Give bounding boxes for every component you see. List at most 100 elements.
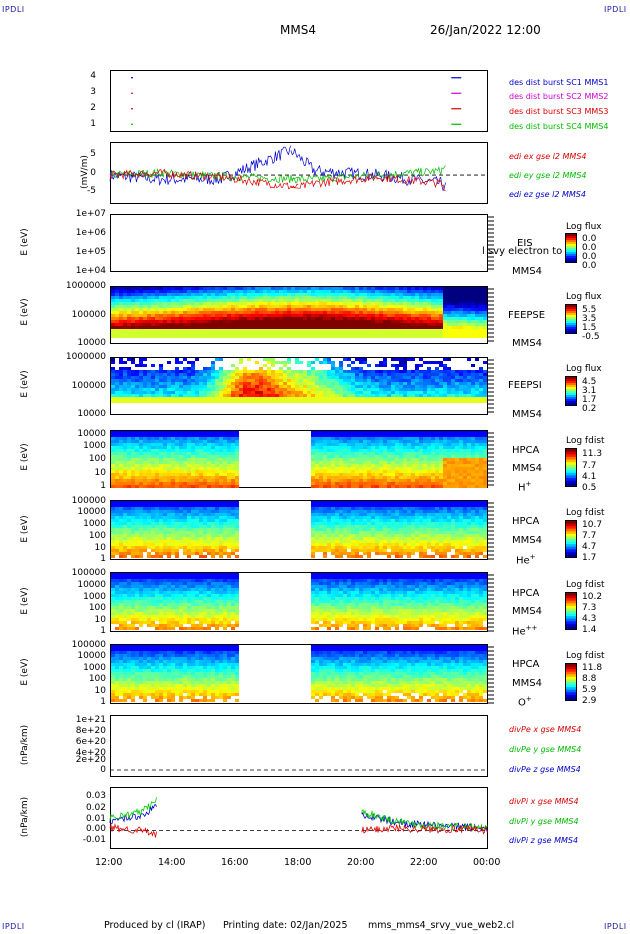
feepse-cell — [135, 296, 139, 299]
feepsi-cell — [183, 358, 187, 361]
feepse-cell — [383, 308, 387, 311]
feepsi-cell — [403, 373, 407, 376]
hpca-h-cell — [131, 452, 135, 455]
hpca-he-cell — [195, 519, 199, 522]
feepsi-cell — [243, 391, 247, 394]
feepse-cell — [259, 323, 263, 326]
feepse-cell — [419, 335, 423, 338]
feepse-cell — [423, 305, 427, 308]
p6-tick-2: 100 — [88, 454, 106, 464]
feepse-cell — [411, 305, 415, 308]
feepse-cell — [479, 302, 483, 305]
feepse-cell — [171, 296, 175, 299]
hpca-h-cell — [235, 476, 239, 479]
hpca-h-cell — [443, 452, 447, 455]
feepsi-cell — [479, 388, 483, 391]
feepse-cell — [131, 308, 135, 311]
feepse-cell — [427, 326, 431, 329]
feepse-cell — [151, 290, 155, 293]
hpca-he-cell — [227, 555, 231, 558]
p4-tick-2: 10000 — [77, 338, 106, 348]
feepse-cell — [135, 293, 139, 296]
hpca-h-cell — [323, 440, 327, 443]
feepsi-cell — [403, 364, 407, 367]
feepse-cell — [479, 314, 483, 317]
feepsi-cell — [119, 373, 123, 376]
hpca-h-cell — [211, 440, 215, 443]
feepsi-cell — [463, 397, 467, 400]
hpca-h-cell — [327, 443, 331, 446]
feepse-cell — [427, 335, 431, 338]
hpca-h-cell — [127, 446, 131, 449]
feepse-cell — [339, 305, 343, 308]
hpca-h-cell — [123, 470, 127, 473]
hpca-h-cell — [327, 461, 331, 464]
feepsi-cell — [131, 373, 135, 376]
hpca-h-cell — [379, 443, 383, 446]
feepse-cell — [447, 311, 451, 314]
feepsi-cell — [339, 388, 343, 391]
feepsi-cell — [375, 397, 379, 400]
hpca-h-cell — [451, 455, 455, 458]
feepsi-cell — [439, 376, 443, 379]
hpca-h-cell — [411, 437, 415, 440]
feepsi-cell — [439, 388, 443, 391]
p7-cb-title: Log fdist — [566, 508, 605, 518]
feepsi-cell — [115, 373, 119, 376]
hpca-h-cell — [215, 458, 219, 461]
hpca-h-cell — [187, 440, 191, 443]
feepsi-cell — [111, 397, 115, 400]
hpca-h-cell — [319, 473, 323, 476]
hpca-h-cell — [355, 431, 359, 434]
feepsi-cell — [335, 370, 339, 373]
feepse-cell — [471, 293, 475, 296]
feepse-cell — [311, 317, 315, 320]
feepse-cell — [215, 308, 219, 311]
feepsi-cell — [275, 379, 279, 382]
feepsi-cell — [291, 373, 295, 376]
feepsi-cell — [223, 388, 227, 391]
feepsi-cell — [411, 397, 415, 400]
hpca-h-cell — [343, 437, 347, 440]
feepse-cell — [331, 305, 335, 308]
feepse-cell — [323, 290, 327, 293]
feepsi-cell — [135, 382, 139, 385]
feepse-cell — [215, 320, 219, 323]
hpca-h-cell — [155, 467, 159, 470]
hpca-h-cell — [411, 467, 415, 470]
feepse-cell — [387, 302, 391, 305]
hpca-he-cell — [207, 543, 211, 546]
feepse-cell — [251, 296, 255, 299]
feepsi-cell — [147, 394, 151, 397]
hpca-h-cell — [443, 473, 447, 476]
hpca-h-cell — [367, 431, 371, 434]
feepse-cell — [415, 329, 419, 332]
hpca-h-cell — [407, 476, 411, 479]
feepse-cell — [143, 290, 147, 293]
hpca-he-cell — [203, 549, 207, 552]
feepsi-cell — [475, 358, 479, 361]
p3-tick-3: 1e+04 — [75, 266, 106, 276]
feepsi-cell — [243, 400, 247, 403]
hpca-h-cell — [423, 482, 427, 485]
feepse-cell — [287, 323, 291, 326]
hpca-h-cell — [175, 449, 179, 452]
hpca-he-cell — [135, 513, 139, 516]
hpca-h-cell — [327, 455, 331, 458]
p6-tick-3: 10 — [94, 468, 106, 478]
hpca-he-cell — [211, 519, 215, 522]
hpca-h-cell — [311, 449, 315, 452]
hpca-h-cell — [127, 482, 131, 485]
feepsi-cell — [347, 388, 351, 391]
feepsi-cell — [343, 385, 347, 388]
feepsi-cell — [255, 382, 259, 385]
hpca-h-cell — [163, 458, 167, 461]
feepse-cell — [223, 293, 227, 296]
hpca-h-cell — [355, 452, 359, 455]
hpca-h-cell — [339, 449, 343, 452]
feepse-cell — [219, 329, 223, 332]
hpca-h-cell — [367, 467, 371, 470]
feepse-cell — [227, 326, 231, 329]
feepse-cell — [267, 299, 271, 302]
hpca-h-cell — [351, 431, 355, 434]
